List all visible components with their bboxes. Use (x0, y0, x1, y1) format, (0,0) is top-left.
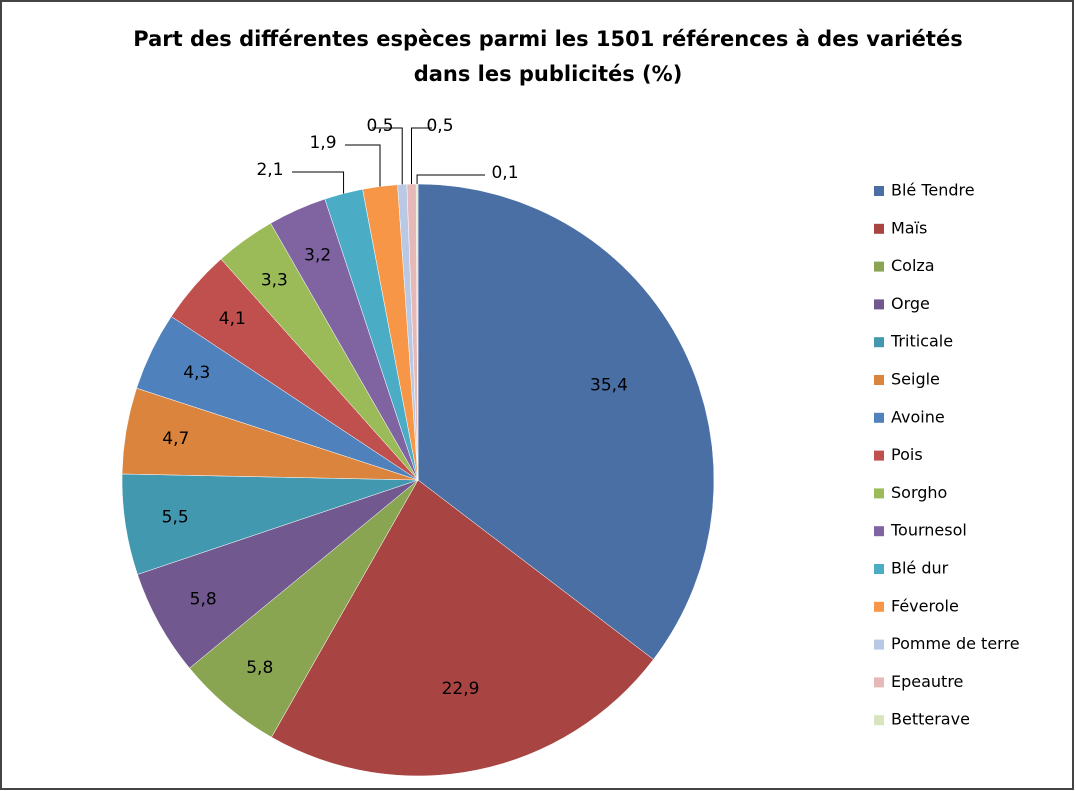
legend-label: Sorgho (891, 483, 947, 502)
data-label: 5,5 (162, 507, 189, 527)
leader-line (410, 127, 432, 185)
legend-label: Féverole (891, 596, 959, 615)
data-label: 0,5 (426, 116, 453, 136)
data-label: 4,7 (162, 429, 189, 449)
data-label: 35,4 (590, 375, 628, 395)
pie-slice (271, 479, 654, 777)
data-label: 0,1 (491, 163, 518, 183)
data-label: 5,8 (246, 658, 273, 678)
legend-label: Orge (891, 294, 930, 313)
data-label: 5,8 (190, 589, 217, 609)
legend-swatch (874, 299, 884, 310)
legend-label: Pomme de terre (891, 634, 1020, 653)
leader-line (292, 171, 345, 194)
legend-swatch (874, 412, 884, 423)
legend-label: Epeautre (891, 672, 963, 691)
legend-label: Triticale (890, 332, 953, 351)
legend-label: Seigle (891, 370, 940, 389)
pie-slice (417, 183, 715, 660)
legend-swatch (874, 677, 884, 688)
chart-title: Part des différentes espèces parmi les 1… (133, 27, 962, 51)
data-label: 22,9 (442, 679, 480, 699)
data-label: 0,5 (366, 116, 393, 136)
data-label: 1,9 (309, 133, 336, 153)
data-label: 3,2 (304, 246, 331, 266)
legend-swatch (874, 526, 884, 537)
legend-swatch (874, 337, 884, 348)
legend-label: Blé dur (891, 559, 949, 578)
data-label: 4,3 (183, 363, 210, 383)
leader-line (345, 144, 381, 187)
pie-slice (415, 183, 419, 481)
legend-swatch (874, 375, 884, 385)
legend-label: Maïs (891, 218, 927, 237)
legend-label: Betterave (891, 710, 970, 729)
legend-swatch (874, 639, 884, 650)
legend-swatch (874, 715, 884, 726)
legend-label: Tournesol (890, 521, 967, 540)
legend-swatch (874, 488, 884, 499)
leader-line (372, 127, 403, 185)
legend-swatch (874, 601, 884, 612)
legend-swatch (874, 261, 884, 272)
data-label: 4,1 (219, 309, 246, 329)
legend-swatch (874, 186, 884, 196)
legend-swatch (874, 564, 884, 574)
chart-title: dans les publicités (%) (414, 62, 683, 86)
legend-swatch (874, 223, 884, 234)
data-label: 3,3 (261, 271, 288, 291)
data-label: 2,1 (256, 160, 283, 180)
legend-label: Pois (891, 445, 923, 464)
legend-label: Colza (891, 256, 935, 275)
legend-swatch (874, 450, 884, 461)
legend-label: Blé Tendre (891, 181, 975, 200)
leader-line (416, 174, 485, 185)
legend-label: Avoine (891, 407, 945, 426)
